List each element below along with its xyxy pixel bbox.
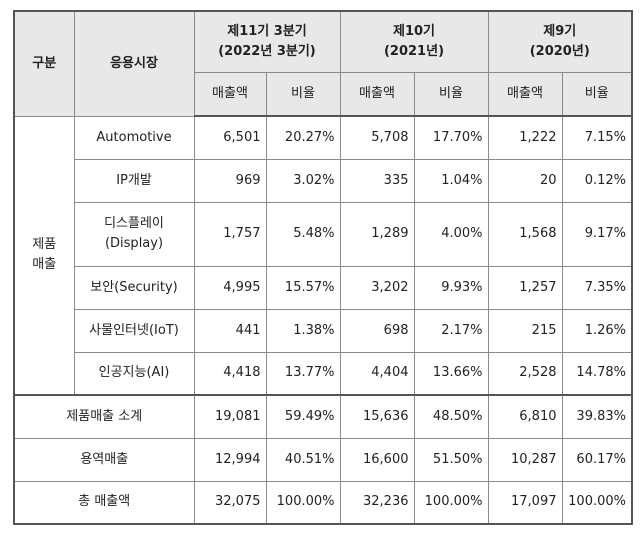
ratio-cell: 1.26% <box>561 308 633 353</box>
header-sales-10: 매출액 <box>339 71 415 117</box>
sales-cell: 32,075 <box>193 480 267 525</box>
ratio-cell: 9.17% <box>561 201 633 267</box>
header-category: 구분 <box>13 10 75 117</box>
ratio-cell: 20.27% <box>265 115 341 160</box>
ratio-cell: 5.48% <box>265 201 341 267</box>
market-cell: 사물인터넷(IoT) <box>73 308 195 353</box>
header-period-11-name: 제11기 3분기 <box>227 23 307 39</box>
market-cell: IP개발 <box>73 158 195 203</box>
header-ratio-9: 비율 <box>561 71 633 117</box>
market-cell: Automotive <box>73 115 195 160</box>
sales-cell: 1,222 <box>487 115 563 160</box>
ratio-cell: 13.66% <box>413 351 489 396</box>
market-cell-line2: (Display) <box>104 236 164 251</box>
sales-cell: 12,994 <box>193 437 267 482</box>
ratio-cell: 1.38% <box>265 308 341 353</box>
header-period-9: 제9기 (2020년) <box>487 10 633 73</box>
ratio-cell: 60.17% <box>561 437 633 482</box>
ratio-cell: 14.78% <box>561 351 633 396</box>
ratio-cell: 1.04% <box>413 158 489 203</box>
service-sales-row: 용역매출 12,994 40.51% 16,600 51.50% 10,287 … <box>13 437 633 482</box>
market-cell-line1: 디스플레이 <box>104 216 164 231</box>
header-period-11-date: (2022년 3분기) <box>218 43 316 59</box>
sales-by-market-table: 구분 응용시장 제11기 3분기 (2022년 3분기) 제10기 (2021년… <box>13 10 633 525</box>
header-sales-9: 매출액 <box>487 71 563 117</box>
sales-cell: 32,236 <box>339 480 415 525</box>
sales-cell: 20 <box>487 158 563 203</box>
table-row: 사물인터넷(IoT) 441 1.38% 698 2.17% 215 1.26% <box>14 308 633 353</box>
table-row: 인공지능(AI) 4,418 13.77% 4,404 13.66% 2,528… <box>14 351 633 396</box>
header-period-10-name: 제10기 <box>392 23 435 39</box>
ratio-cell: 59.49% <box>265 394 341 439</box>
sales-cell: 4,404 <box>339 351 415 396</box>
header-market: 응용시장 <box>73 10 195 117</box>
ratio-cell: 48.50% <box>413 394 489 439</box>
sales-cell: 10,287 <box>487 437 563 482</box>
header-period-10-date: (2021년) <box>383 43 445 59</box>
header-period-9-name: 제9기 <box>543 23 577 39</box>
product-sales-group-label: 제품 매출 <box>13 115 75 396</box>
header-ratio-11: 비율 <box>265 71 341 117</box>
header-period-11: 제11기 3분기 (2022년 3분기) <box>193 10 341 73</box>
sales-cell: 19,081 <box>193 394 267 439</box>
sales-cell: 6,501 <box>193 115 267 160</box>
ratio-cell: 7.35% <box>561 265 633 310</box>
sales-table-container: 구분 응용시장 제11기 3분기 (2022년 3분기) 제10기 (2021년… <box>13 10 633 525</box>
total-row: 총 매출액 32,075 100.00% 32,236 100.00% 17,0… <box>13 480 633 525</box>
sales-cell: 1,568 <box>487 201 563 267</box>
ratio-cell: 9.93% <box>413 265 489 310</box>
ratio-cell: 100.00% <box>561 480 633 525</box>
sales-cell: 6,810 <box>487 394 563 439</box>
sales-cell: 1,257 <box>487 265 563 310</box>
ratio-cell: 0.12% <box>561 158 633 203</box>
subtotal-label: 제품매출 소계 <box>13 394 195 439</box>
ratio-cell: 100.00% <box>265 480 341 525</box>
market-cell: 인공지능(AI) <box>73 351 195 396</box>
ratio-cell: 4.00% <box>413 201 489 267</box>
ratio-cell: 7.15% <box>561 115 633 160</box>
sales-cell: 5,708 <box>339 115 415 160</box>
sales-cell: 335 <box>339 158 415 203</box>
market-cell: 보안(Security) <box>73 265 195 310</box>
header-ratio-10: 비율 <box>413 71 489 117</box>
sales-cell: 4,418 <box>193 351 267 396</box>
table-row: 디스플레이 (Display) 1,757 5.48% 1,289 4.00% … <box>14 201 633 267</box>
ratio-cell: 51.50% <box>413 437 489 482</box>
total-label: 총 매출액 <box>13 480 195 525</box>
sales-cell: 3,202 <box>339 265 415 310</box>
sales-cell: 17,097 <box>487 480 563 525</box>
ratio-cell: 15.57% <box>265 265 341 310</box>
ratio-cell: 40.51% <box>265 437 341 482</box>
header-period-10: 제10기 (2021년) <box>339 10 489 73</box>
table-row: IP개발 969 3.02% 335 1.04% 20 0.12% <box>14 158 633 203</box>
sales-cell: 1,289 <box>339 201 415 267</box>
header-sales-11: 매출액 <box>193 71 267 117</box>
sales-cell: 15,636 <box>339 394 415 439</box>
ratio-cell: 39.83% <box>561 394 633 439</box>
ratio-cell: 2.17% <box>413 308 489 353</box>
sales-cell: 698 <box>339 308 415 353</box>
header-period-9-date: (2020년) <box>529 43 590 59</box>
table-row: 제품 매출 Automotive 6,501 20.27% 5,708 17.7… <box>13 115 633 396</box>
subtotal-row: 제품매출 소계 19,081 59.49% 15,636 48.50% 6,81… <box>13 394 633 439</box>
sales-cell: 215 <box>487 308 563 353</box>
sales-cell: 969 <box>193 158 267 203</box>
market-cell: 디스플레이 (Display) <box>73 201 195 267</box>
ratio-cell: 100.00% <box>413 480 489 525</box>
sales-cell: 441 <box>193 308 267 353</box>
service-sales-label: 용역매출 <box>13 437 195 482</box>
table-row: 보안(Security) 4,995 15.57% 3,202 9.93% 1,… <box>14 265 633 310</box>
ratio-cell: 17.70% <box>413 115 489 160</box>
sales-cell: 1,757 <box>193 201 267 267</box>
ratio-cell: 13.77% <box>265 351 341 396</box>
ratio-cell: 3.02% <box>265 158 341 203</box>
sales-cell: 2,528 <box>487 351 563 396</box>
sales-cell: 4,995 <box>193 265 267 310</box>
sales-cell: 16,600 <box>339 437 415 482</box>
